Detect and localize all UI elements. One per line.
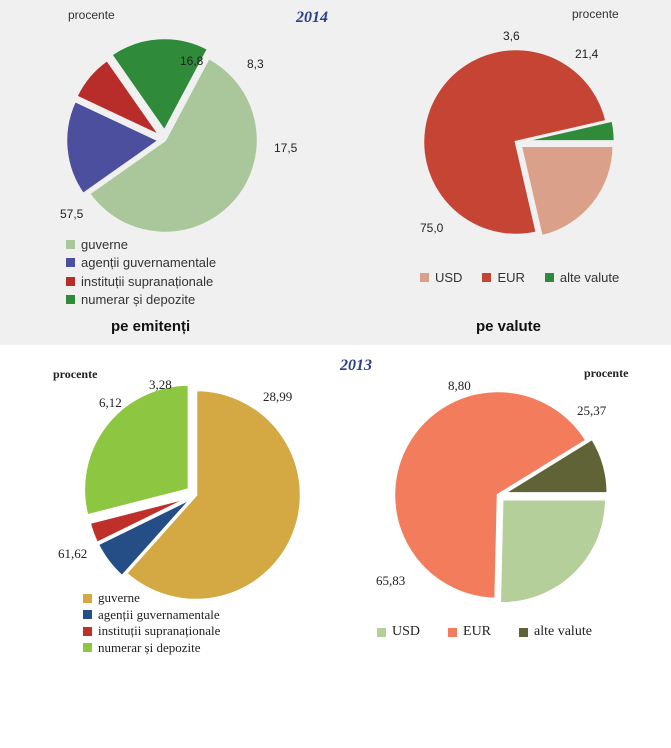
legend-swatch <box>66 258 75 268</box>
legend-item: alte valute <box>519 624 592 640</box>
legend-issuers-2014: guverne agenții guvernamentale instituți… <box>66 235 216 309</box>
legend-swatch <box>83 610 92 620</box>
panel-2014: 2014 procente 57,5 16,8 8,3 17,5 guverne ag… <box>0 0 671 345</box>
legend-swatch <box>420 273 429 282</box>
legend-item: guverne <box>83 590 220 607</box>
panel-2013: 2013 procente 61,62 6,12 3,28 28,99 guverne… <box>0 345 671 748</box>
pie-chart-currency-2014: 21,4 75,0 3,6 <box>420 29 617 238</box>
legend-item: numerar și depozite <box>66 291 216 310</box>
data-label: 57,5 <box>60 207 84 221</box>
legend-swatch <box>66 239 75 249</box>
legend-item: USD <box>377 624 420 640</box>
legend-swatch <box>377 627 386 637</box>
unit-label-currency-2013: procente <box>584 366 629 380</box>
pie-slice-alte-valute <box>521 118 617 143</box>
pie-slice-eur <box>421 47 609 237</box>
legend-label: USD <box>392 624 421 639</box>
data-label: 8,80 <box>448 378 471 393</box>
data-label: 75,0 <box>420 221 444 235</box>
legend-item: alte valute <box>544 270 620 285</box>
data-label: 28,99 <box>263 389 292 404</box>
year-title-2014: 2014 <box>296 9 328 26</box>
legend-label: USD <box>435 270 463 285</box>
legend-label: alte valute <box>534 624 592 639</box>
data-label: 65,83 <box>376 573 405 588</box>
legend-swatch <box>83 593 92 603</box>
subtitle-currency: pe valute <box>476 318 542 335</box>
legend-label: alte valute <box>559 270 620 285</box>
legend-swatch <box>66 276 75 286</box>
legend-swatch <box>482 273 492 282</box>
legend-swatch <box>544 273 554 282</box>
data-label: 6,12 <box>99 395 122 410</box>
pie-slice-usd <box>519 144 615 238</box>
pie-slice-instituții-supranaționale <box>74 58 165 140</box>
legend-label: guverne <box>98 590 140 606</box>
legend-swatch <box>519 627 529 637</box>
legend-currency-2013: USD EUR alte valute <box>377 624 612 640</box>
legend-item: instituții supranaționale <box>66 272 216 291</box>
legend-label: numerar și depozite <box>98 639 201 655</box>
legend-label: EUR <box>497 270 525 285</box>
unit-label-issuers-2014: procente <box>68 8 115 22</box>
legend-item: EUR <box>482 270 525 285</box>
legend-label: agenții guvernamentale <box>81 255 217 271</box>
legend-item: guverne <box>66 235 216 254</box>
legend-label: instituții supranaționale <box>81 273 214 289</box>
pie-chart-issuers-2013: 61,62 6,12 3,28 28,99 <box>58 377 303 602</box>
pie-chart-currency-2013: 25,37 65,83 8,80 <box>376 378 610 605</box>
legend-currency-2014: USD EUR alte valute <box>420 270 639 285</box>
legend-label: instituții supranaționale <box>98 623 221 639</box>
pie-slice-agenții-guvernamentale <box>96 496 193 579</box>
legend-label: numerar și depozite <box>81 292 196 308</box>
data-label: 8,3 <box>247 57 264 71</box>
data-label: 17,5 <box>274 141 298 155</box>
legend-label: EUR <box>463 624 492 639</box>
data-label: 3,6 <box>503 29 520 43</box>
pie-slice-numerar-și-depozite <box>109 36 210 134</box>
pie-slice-usd <box>498 498 608 605</box>
legend-item: agenții guvernamentale <box>83 607 220 624</box>
legend-swatch <box>83 626 92 636</box>
legend-item: USD <box>420 270 462 285</box>
legend-label: agenții guvernamentale <box>98 606 220 622</box>
legend-swatch <box>448 627 458 637</box>
legend-item: EUR <box>448 624 491 640</box>
pie-slice-eur <box>392 389 589 601</box>
data-label: 16,8 <box>180 54 204 68</box>
pie-chart-issuers-2014: 57,5 16,8 8,3 17,5 <box>60 36 298 235</box>
pie-slice-agenții-guvernamentale <box>64 99 162 196</box>
legend-issuers-2013: guverne agenții guvernamentale instituți… <box>83 590 220 656</box>
data-label: 25,37 <box>577 403 607 418</box>
pie-slice-guverne <box>87 56 260 235</box>
pie-slice-instituții-supranaționale <box>88 495 192 545</box>
data-label: 61,62 <box>58 546 87 561</box>
legend-item: agenții guvernamentale <box>66 254 216 273</box>
legend-swatch <box>66 295 75 305</box>
data-label: 3,28 <box>149 377 172 392</box>
year-title-2013: 2013 <box>340 357 372 374</box>
pie-slice-numerar-și-depozite <box>82 383 191 518</box>
legend-swatch <box>83 643 92 653</box>
subtitle-issuers: pe emitenți <box>111 318 191 335</box>
pie-slice-guverne <box>124 388 303 602</box>
legend-item: instituții supranaționale <box>83 623 220 640</box>
data-label: 21,4 <box>575 47 599 61</box>
legend-label: guverne <box>81 236 128 252</box>
unit-label-currency-2014: procente <box>572 7 619 21</box>
legend-item: numerar și depozite <box>83 640 220 657</box>
pie-slice-alte-valute <box>499 437 610 495</box>
unit-label-issuers-2013: procente <box>53 367 98 381</box>
